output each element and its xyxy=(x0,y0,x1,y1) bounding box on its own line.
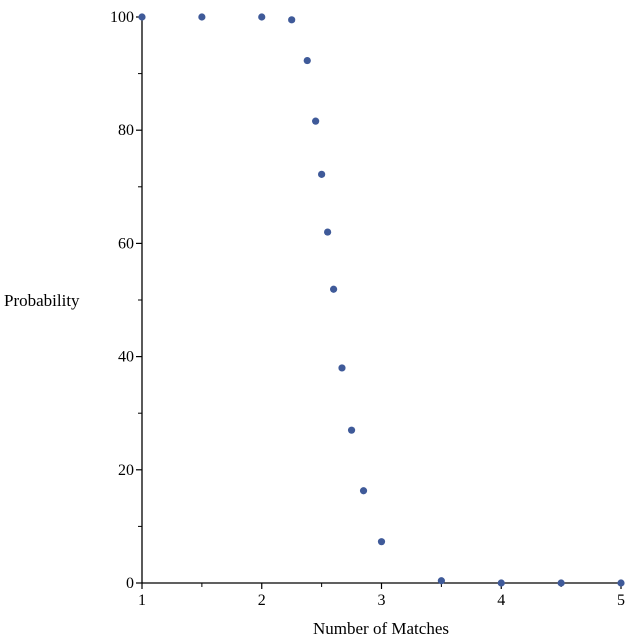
data-point xyxy=(330,285,338,293)
y-axis-label: Probability xyxy=(4,291,80,310)
y-tick-label: 0 xyxy=(126,575,134,592)
data-point xyxy=(138,13,146,21)
y-tick-label: 60 xyxy=(118,235,134,252)
data-point xyxy=(338,364,346,372)
data-point xyxy=(324,228,332,236)
data-point xyxy=(437,577,445,585)
y-tick-label: 20 xyxy=(118,462,134,479)
axes: 1 2 3 4 5 0 20 40 60 80 100 xyxy=(110,9,625,609)
x-tick-label: 2 xyxy=(258,592,266,609)
data-point xyxy=(497,579,505,587)
data-point xyxy=(288,16,296,24)
x-tick-label: 4 xyxy=(497,592,505,609)
data-point xyxy=(258,13,266,21)
data-point xyxy=(347,426,356,434)
x-axis-label: Number of Matches xyxy=(313,619,449,638)
x-tick-label: 5 xyxy=(617,592,625,609)
data-point xyxy=(312,117,320,125)
y-tick-label: 80 xyxy=(118,122,134,139)
data-point xyxy=(359,487,368,495)
x-tick-label: 3 xyxy=(378,592,386,609)
data-points xyxy=(138,13,625,587)
y-tick-label: 40 xyxy=(118,349,134,366)
y-tick-label: 100 xyxy=(110,9,134,26)
data-point xyxy=(198,13,206,21)
data-point xyxy=(617,579,625,587)
data-point xyxy=(303,56,311,65)
data-point xyxy=(318,170,326,178)
data-point xyxy=(377,538,386,546)
x-tick-label: 1 xyxy=(138,592,146,609)
data-point xyxy=(557,579,565,587)
